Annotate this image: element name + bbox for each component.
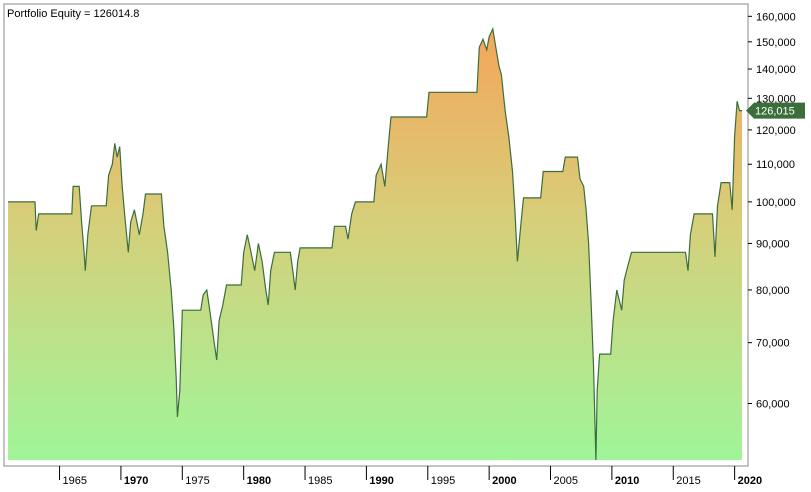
x-axis: 1965 1970 1975 1980 1985 1990 1995 2000 2005 2010… xyxy=(59,466,762,487)
y-tick-label: 100,000 xyxy=(756,197,796,209)
x-tick-label: 2010 xyxy=(615,475,639,487)
equity-line xyxy=(8,26,742,461)
x-tick-label: 1980 xyxy=(247,475,271,487)
chart-title: Portfolio Equity = 126014.8 xyxy=(7,8,139,20)
y-tick-label: 140,000 xyxy=(756,64,796,76)
y-tick-label: 90,000 xyxy=(756,238,790,250)
x-tick-label: 2020 xyxy=(738,475,762,487)
x-tick-label: 1990 xyxy=(369,475,393,487)
y-tick-label: 120,000 xyxy=(756,125,796,137)
x-tick-label: 1975 xyxy=(185,475,209,487)
y-tick-label: 70,000 xyxy=(756,338,790,350)
y-tick-label: 60,000 xyxy=(756,399,790,411)
y-axis: 60,000 70,000 80,000 90,000 100,000 110,000 12… xyxy=(748,11,796,411)
y-tick-label: 150,000 xyxy=(756,37,796,49)
x-tick-label: 1985 xyxy=(308,475,332,487)
last-value-badge: 126,015 xyxy=(746,102,805,119)
last-value-badge-shape xyxy=(746,102,805,119)
x-tick-label: 2015 xyxy=(676,475,700,487)
y-tick-label: 160,000 xyxy=(756,11,796,23)
y-tick-label: 110,000 xyxy=(756,159,795,171)
x-tick-label: 1965 xyxy=(63,475,87,487)
equity-area xyxy=(8,28,742,461)
x-tick-label: 2005 xyxy=(554,475,578,487)
x-tick-label: 1995 xyxy=(431,475,455,487)
y-tick-label: 80,000 xyxy=(756,285,790,297)
y-tick-label: 130,000 xyxy=(756,93,796,105)
x-tick-label: 2000 xyxy=(492,475,516,487)
last-value-label: 126,015 xyxy=(755,106,795,118)
x-tick-label: 1970 xyxy=(124,475,148,487)
